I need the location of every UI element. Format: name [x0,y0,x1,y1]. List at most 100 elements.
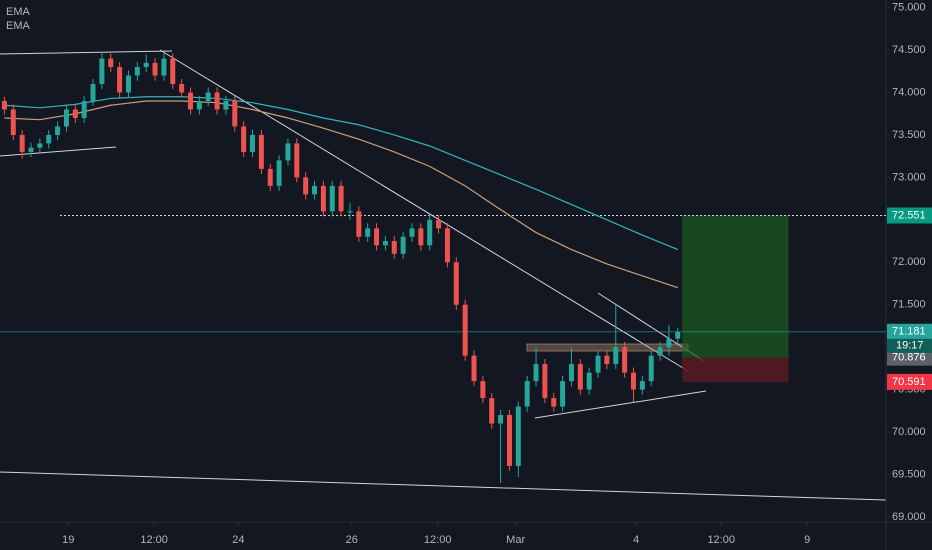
candle-body [630,372,636,390]
candle-body [125,75,131,93]
x-tick-label: Mar [506,534,525,546]
candle-body [453,262,459,305]
candle-body [46,134,52,144]
zone [526,343,689,352]
price-label-bg [887,373,932,390]
candle-body [462,304,468,356]
x-tick-label: 26 [346,534,358,546]
candle-body [285,143,291,161]
candle-body [303,177,309,195]
profit-zone [682,215,789,358]
y-tick-label: 73.500 [892,129,926,141]
x-tick-label: 12:00 [707,534,735,546]
candle-body [418,228,424,246]
candle-body [639,381,645,390]
candle-body [214,92,220,110]
candle-body [19,134,25,152]
trend-line [0,50,173,55]
trend-line [159,49,689,372]
y-tick-label: 69.000 [892,511,926,523]
price-label: 70.591 [892,376,926,388]
candle-body [338,185,344,212]
candle-body [657,347,663,356]
price-label: 71.181 [892,326,926,338]
candle-body [1,101,7,110]
candle-body [595,355,601,373]
candle-body [675,331,681,339]
candle-body [72,109,78,118]
x-tick-label: 24 [232,534,244,546]
candle-body [444,228,450,263]
candle-body [267,168,273,186]
candle-body [276,160,282,186]
candle-body [489,398,495,424]
candle-body [400,236,406,254]
loss-zone [682,357,789,382]
y-tick-label: 74.500 [892,44,926,56]
legend-item: EMA [6,20,31,32]
candle-body [134,67,140,76]
candle-body [117,67,123,93]
price-label-bg [887,323,932,340]
candle-body [648,355,654,382]
candle-body [604,355,610,365]
y-tick-label: 69.500 [892,468,926,480]
trend-line [534,390,707,419]
candle-body [329,185,335,212]
candle-body [506,415,512,466]
candle-body [480,381,486,399]
candle-body [232,101,238,127]
y-tick-label: 74.000 [892,86,926,98]
x-tick-label: 19 [62,534,74,546]
countdown: 19:17 [896,340,924,352]
candle-body [312,185,318,195]
candle-body [179,84,185,93]
trend-line [0,146,117,157]
candle-body [223,101,229,110]
candle-body [161,58,167,76]
trend-line [0,471,887,501]
candle-body [241,126,247,152]
y-tick-label: 75.000 [892,2,926,14]
y-tick-label: 73.000 [892,171,926,183]
candle-body [586,372,592,390]
countdown-bg [887,338,932,353]
candle-body [152,62,158,76]
candle-body [524,381,530,407]
candle-body [258,134,264,169]
candle-body [533,364,539,382]
x-tick-label: 12:00 [424,534,452,546]
candle-body [382,241,388,246]
candle-body [436,219,442,229]
candle-body [90,84,96,102]
candle-body [81,101,87,118]
ema-line [4,100,678,289]
price-label-bg [887,207,932,224]
drawings [0,49,887,501]
candle-body [391,241,397,254]
y-tick-label: 71.500 [892,299,926,311]
candle-body [542,364,548,399]
candle-body [577,364,583,390]
y-tick-label: 70.000 [892,426,926,438]
candle-body [170,58,176,85]
candle-body [515,406,521,466]
price-label: 72.551 [892,209,926,221]
candle-body [551,398,557,407]
candle-body [409,228,415,237]
candle-body [196,101,202,110]
candle-body [108,58,114,68]
candle-body [498,415,504,424]
candle-body [427,219,433,246]
candle-body [63,109,69,127]
x-tick-label: 4 [633,534,639,546]
candle-body [205,92,211,102]
candle-body [99,58,105,85]
candle-body [55,126,61,135]
candle-body [613,347,619,365]
candle-body [37,143,43,148]
candle-body [622,347,628,373]
